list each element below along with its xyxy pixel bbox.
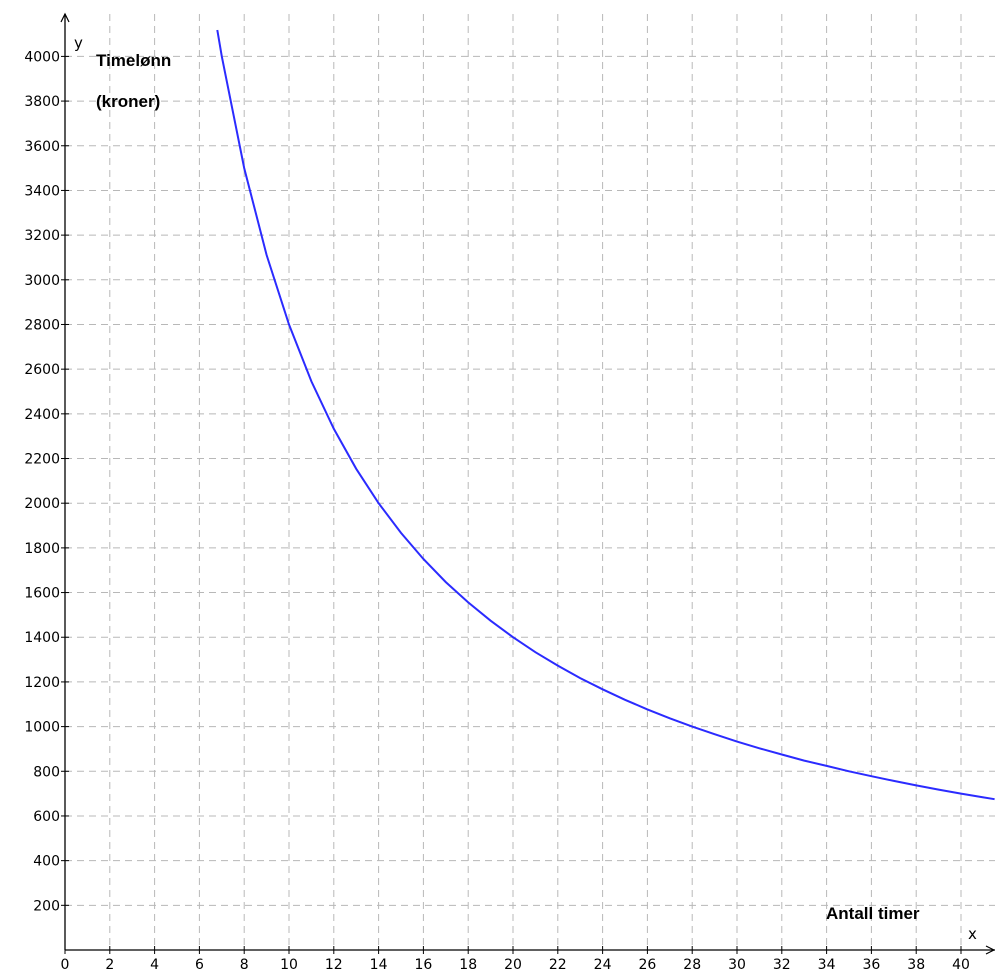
- y-tick-label-4000: 4000: [24, 49, 60, 65]
- y-tick-label-1800: 1800: [24, 541, 60, 557]
- x-tick-label-18: 18: [459, 957, 477, 973]
- y-axis-arrow: [60, 12, 70, 23]
- y-axis-title-line-1: Timelønn: [96, 51, 171, 70]
- y-tick-label-3000: 3000: [24, 273, 60, 289]
- x-tick-label-30: 30: [728, 957, 746, 973]
- x-tick-label-22: 22: [549, 957, 567, 973]
- x-tick-label-20: 20: [504, 957, 522, 973]
- axes: [60, 12, 995, 955]
- x-tick-label-2: 2: [105, 957, 114, 973]
- y-axis-letter: y: [74, 34, 83, 52]
- axis-labels: y Timelønn (kroner) Antall timer x: [74, 34, 977, 943]
- y-tick-label-2800: 2800: [24, 317, 60, 333]
- x-tick-label-4: 4: [150, 957, 159, 973]
- x-axis-arrow: [985, 945, 995, 955]
- y-tick-label-3200: 3200: [24, 228, 60, 244]
- y-tick-label-1000: 1000: [24, 720, 60, 736]
- ticks: 0 2 4 6 8 10 12 14 16 18 20 22 24 26 28 30 32 34 36 38 40200…: [24, 49, 970, 973]
- y-tick-label-1600: 1600: [24, 586, 60, 602]
- y-tick-label-2000: 2000: [24, 496, 60, 512]
- x-tick-label-26: 26: [638, 957, 656, 973]
- y-tick-label-2400: 2400: [24, 407, 60, 423]
- y-axis-title-line-2: (kroner): [96, 92, 160, 111]
- y-tick-label-3600: 3600: [24, 139, 60, 155]
- series: [216, 29, 995, 801]
- x-tick-label-0: 0: [61, 957, 70, 973]
- y-tick-label-2200: 2200: [24, 452, 60, 468]
- y-tick-label-800: 800: [33, 764, 60, 780]
- series-line-0: [216, 29, 995, 801]
- x-tick-label-38: 38: [907, 957, 925, 973]
- x-tick-label-6: 6: [195, 957, 204, 973]
- x-tick-label-10: 10: [280, 957, 298, 973]
- y-tick-label-2600: 2600: [24, 362, 60, 378]
- x-tick-label-34: 34: [818, 957, 836, 973]
- y-tick-label-400: 400: [33, 854, 60, 870]
- y-tick-label-3800: 3800: [24, 94, 60, 110]
- y-tick-label-1200: 1200: [24, 675, 60, 691]
- y-tick-label-600: 600: [33, 809, 60, 825]
- x-tick-label-40: 40: [952, 957, 970, 973]
- y-tick-label-200: 200: [33, 898, 60, 914]
- x-axis-title: Antall timer: [826, 904, 920, 923]
- x-tick-label-16: 16: [414, 957, 432, 973]
- y-tick-label-3400: 3400: [24, 183, 60, 199]
- x-tick-label-12: 12: [325, 957, 343, 973]
- x-tick-label-14: 14: [370, 957, 388, 973]
- x-tick-label-36: 36: [862, 957, 880, 973]
- x-axis-letter: x: [968, 925, 977, 943]
- y-tick-label-1400: 1400: [24, 630, 60, 646]
- x-tick-label-24: 24: [594, 957, 612, 973]
- grid: [65, 14, 995, 950]
- x-tick-label-8: 8: [240, 957, 249, 973]
- x-tick-label-28: 28: [683, 957, 701, 973]
- x-tick-label-32: 32: [773, 957, 791, 973]
